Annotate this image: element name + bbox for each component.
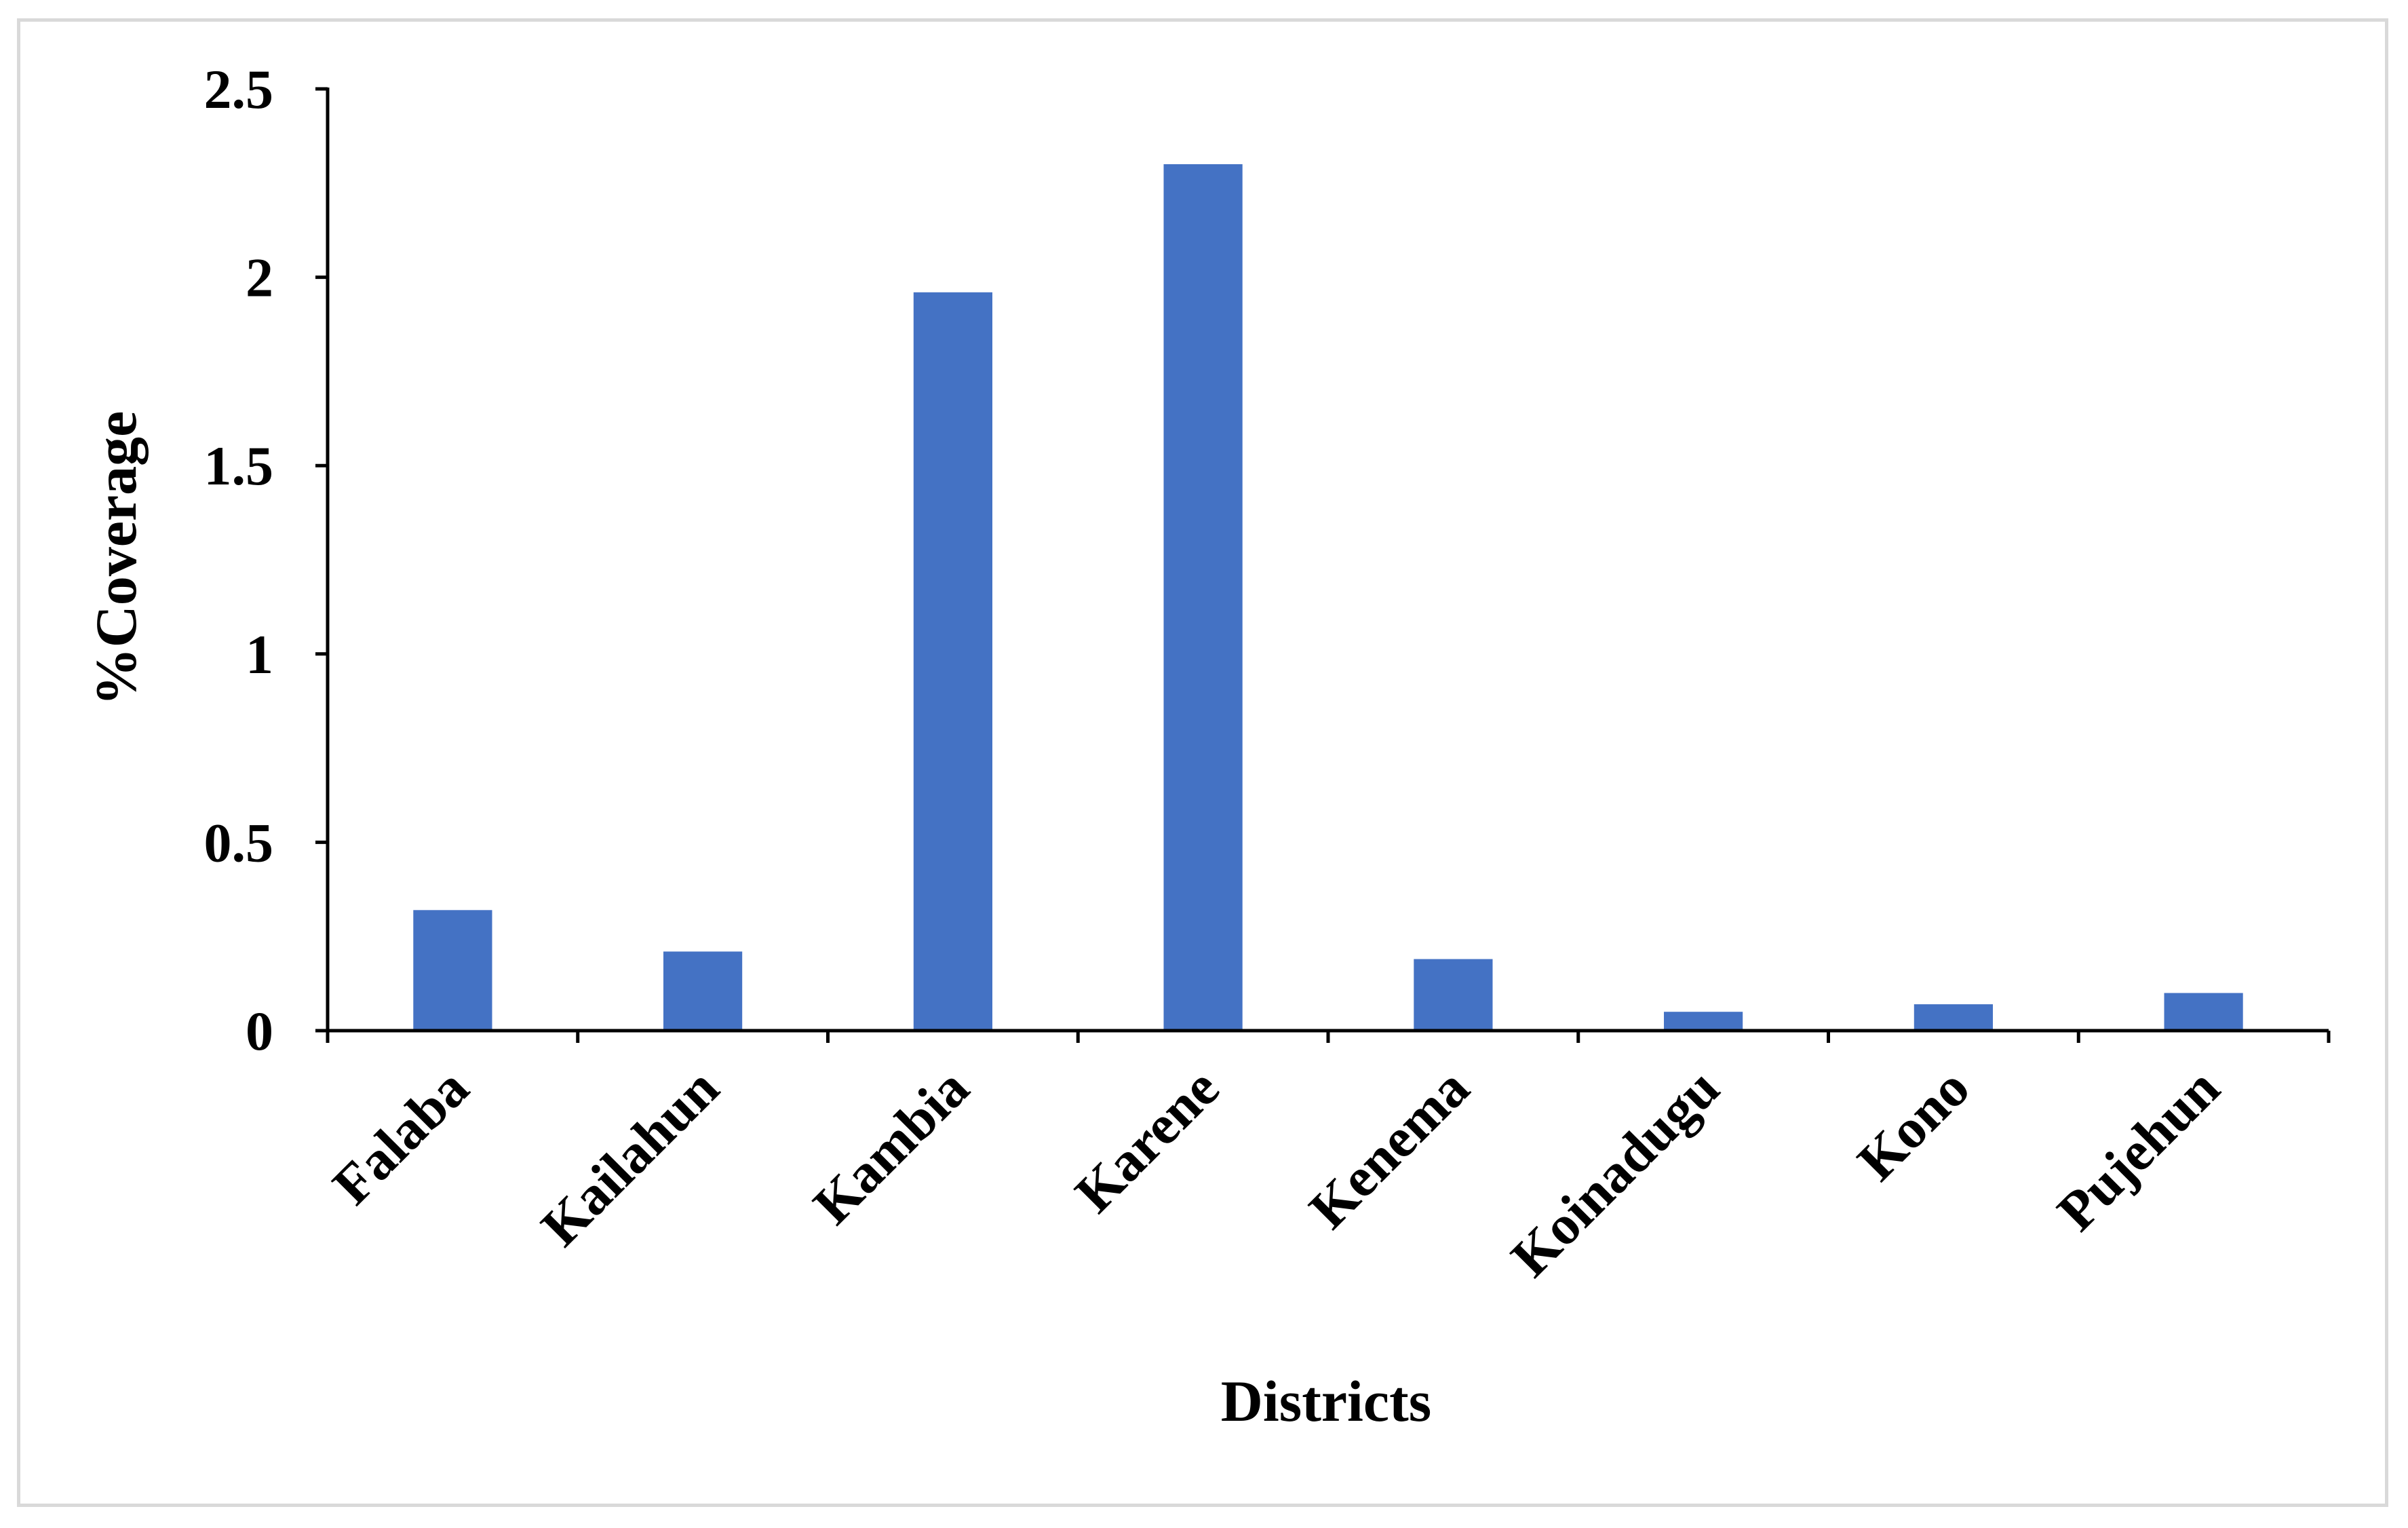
bar-pujehun — [2164, 993, 2243, 1031]
x-tick-label: Pujehun — [2046, 1056, 2232, 1242]
y-tick-label: 0 — [246, 1000, 273, 1062]
y-axis-title: %Coverage — [83, 411, 149, 706]
y-tick-label: 2.5 — [204, 58, 274, 120]
x-tick-label: Karene — [1063, 1056, 1230, 1224]
x-tick-label: Kailahun — [529, 1056, 730, 1257]
y-tick-label: 1.5 — [204, 435, 274, 497]
bars-layer — [413, 164, 2243, 1031]
bar-kono — [1914, 1004, 1993, 1031]
x-tick-label: Kenema — [1298, 1056, 1481, 1240]
x-tick-label: Falaba — [321, 1056, 480, 1216]
x-axis-title: Districts — [1221, 1369, 1431, 1434]
bar-falaba — [413, 910, 492, 1031]
axes-layer — [315, 87, 2331, 1043]
bar-kailahun — [663, 951, 743, 1031]
bar-kenema — [1414, 959, 1493, 1031]
y-tick-label: 2 — [246, 247, 273, 309]
y-tick-label: 1 — [246, 624, 273, 685]
bar-koinadugu — [1664, 1012, 1743, 1031]
bar-karene — [1163, 164, 1243, 1031]
x-tick-label: Koinadugu — [1499, 1056, 1731, 1288]
y-tick-label: 0.5 — [204, 811, 274, 873]
bar-kambia — [913, 292, 992, 1031]
x-tick-label: Kono — [1846, 1056, 1981, 1192]
x-tick-label: Kambia — [802, 1056, 981, 1236]
